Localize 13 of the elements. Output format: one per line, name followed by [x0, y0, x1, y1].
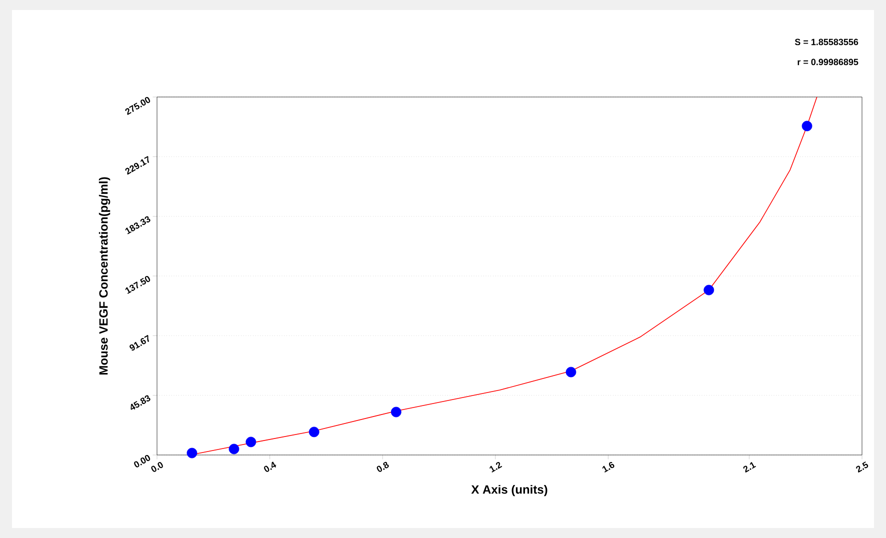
y-tick-label: 0.00 [134, 454, 150, 468]
x-tick-label: 2.5 [856, 461, 868, 473]
x-tick-label: 0.0 [151, 462, 163, 472]
text: S = 1.85583556 [794, 38, 858, 46]
y-axis-title: Mouse VEGF Concentration(pg/ml) [98, 177, 110, 375]
x-axis-title: X Axis (units) [471, 484, 548, 496]
x-tick-label: 0.8 [376, 462, 389, 472]
text: r = 0.99986895 [798, 58, 858, 66]
y-tick-label: 45.83 [130, 395, 150, 410]
x-tick-label: 0.4 [264, 462, 276, 472]
x-tick-label: 1.6 [602, 462, 614, 472]
x-tick-label: 2.1 [743, 462, 756, 473]
x-tick-label: 1.2 [490, 462, 502, 472]
